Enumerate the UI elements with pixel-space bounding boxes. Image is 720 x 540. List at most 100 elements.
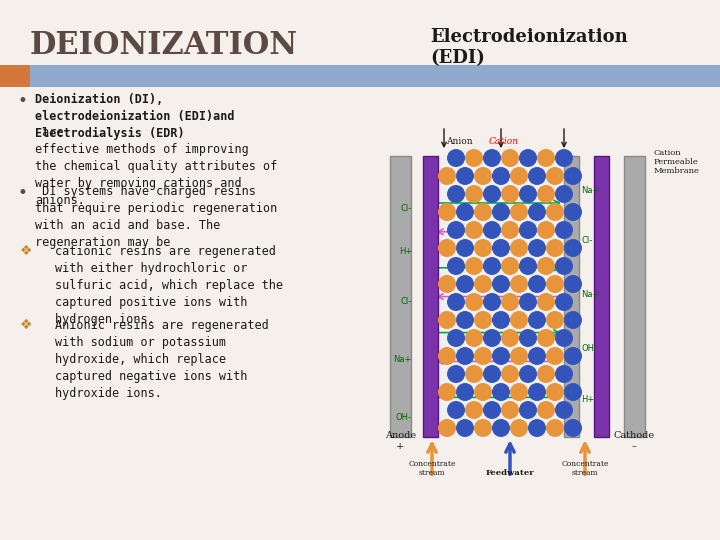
Text: Anionic resins are regenerated
with sodium or potassium
hydroxide, which replace: Anionic resins are regenerated with sodi…	[55, 319, 269, 400]
Circle shape	[510, 240, 527, 256]
Circle shape	[438, 168, 455, 184]
Circle shape	[564, 420, 581, 436]
Circle shape	[492, 204, 509, 220]
Circle shape	[546, 204, 563, 220]
Text: Concentrate
stream: Concentrate stream	[562, 460, 608, 477]
Text: H+: H+	[581, 395, 594, 403]
Bar	[390, 156, 411, 437]
Bar	[564, 156, 579, 437]
Circle shape	[538, 330, 554, 346]
Text: ❖: ❖	[20, 244, 32, 258]
Circle shape	[484, 258, 500, 274]
Text: Cation: Cation	[489, 137, 519, 146]
Circle shape	[546, 276, 563, 292]
Text: Deionization (DI),
electrodeionization (EDI)and
Electrodialysis (EDR): Deionization (DI), electrodeionization (…	[35, 93, 235, 140]
Text: H+: H+	[399, 247, 412, 256]
Text: Electrodeionization
(EDI): Electrodeionization (EDI)	[430, 28, 628, 67]
Text: Na+: Na+	[581, 186, 599, 195]
Circle shape	[510, 348, 527, 364]
Circle shape	[520, 294, 536, 310]
Circle shape	[484, 294, 500, 310]
Circle shape	[438, 420, 455, 436]
Circle shape	[564, 348, 581, 364]
Circle shape	[546, 168, 563, 184]
Circle shape	[448, 294, 464, 310]
Circle shape	[546, 420, 563, 436]
Circle shape	[456, 312, 473, 328]
Circle shape	[438, 276, 455, 292]
Text: Concentrate
stream: Concentrate stream	[408, 460, 456, 477]
Bar	[423, 156, 438, 437]
Circle shape	[556, 258, 572, 274]
Text: DEIONIZATION: DEIONIZATION	[30, 30, 298, 61]
Circle shape	[466, 330, 482, 346]
Circle shape	[492, 168, 509, 184]
Circle shape	[528, 384, 545, 400]
Bar	[438, 156, 564, 437]
Circle shape	[502, 258, 518, 274]
Circle shape	[520, 186, 536, 202]
Circle shape	[556, 222, 572, 238]
Circle shape	[520, 258, 536, 274]
Circle shape	[556, 330, 572, 346]
Text: OH-: OH-	[396, 413, 412, 422]
Circle shape	[474, 204, 491, 220]
Circle shape	[538, 366, 554, 382]
Circle shape	[502, 294, 518, 310]
Circle shape	[538, 258, 554, 274]
Circle shape	[520, 402, 536, 418]
Circle shape	[474, 420, 491, 436]
Circle shape	[466, 294, 482, 310]
Circle shape	[502, 402, 518, 418]
Circle shape	[528, 312, 545, 328]
Circle shape	[556, 150, 572, 166]
Circle shape	[556, 402, 572, 418]
Circle shape	[556, 186, 572, 202]
Circle shape	[502, 366, 518, 382]
Text: Cl-: Cl-	[401, 204, 412, 213]
Circle shape	[546, 240, 563, 256]
Circle shape	[502, 222, 518, 238]
Text: OH-: OH-	[581, 344, 597, 353]
Circle shape	[528, 348, 545, 364]
Circle shape	[456, 168, 473, 184]
Circle shape	[546, 348, 563, 364]
Circle shape	[448, 222, 464, 238]
Text: cationic resins are regenerated
with either hydrochloric or
sulfuric acid, which: cationic resins are regenerated with eit…	[55, 245, 283, 326]
Circle shape	[484, 186, 500, 202]
Text: are
effective methods of improving
the chemical quality attributes of
water by r: are effective methods of improving the c…	[35, 126, 277, 207]
Circle shape	[456, 276, 473, 292]
Circle shape	[492, 384, 509, 400]
Circle shape	[546, 384, 563, 400]
Circle shape	[456, 420, 473, 436]
Circle shape	[528, 168, 545, 184]
Circle shape	[484, 222, 500, 238]
Circle shape	[564, 204, 581, 220]
Text: •: •	[18, 92, 28, 110]
Circle shape	[510, 276, 527, 292]
Circle shape	[546, 312, 563, 328]
Circle shape	[474, 312, 491, 328]
Circle shape	[528, 420, 545, 436]
Circle shape	[564, 384, 581, 400]
Circle shape	[466, 258, 482, 274]
Circle shape	[492, 420, 509, 436]
Circle shape	[438, 384, 455, 400]
Circle shape	[474, 240, 491, 256]
Circle shape	[474, 168, 491, 184]
Circle shape	[474, 348, 491, 364]
Text: Cation
Permeable
Membrane: Cation Permeable Membrane	[654, 149, 700, 176]
Circle shape	[510, 204, 527, 220]
Circle shape	[510, 312, 527, 328]
Text: Cathode
–: Cathode –	[614, 431, 655, 451]
Circle shape	[484, 366, 500, 382]
Circle shape	[448, 402, 464, 418]
Circle shape	[520, 366, 536, 382]
Circle shape	[484, 402, 500, 418]
Circle shape	[564, 276, 581, 292]
Text: Na+: Na+	[581, 290, 599, 299]
Text: Anion: Anion	[446, 137, 472, 146]
Circle shape	[456, 204, 473, 220]
Circle shape	[528, 240, 545, 256]
Circle shape	[492, 240, 509, 256]
